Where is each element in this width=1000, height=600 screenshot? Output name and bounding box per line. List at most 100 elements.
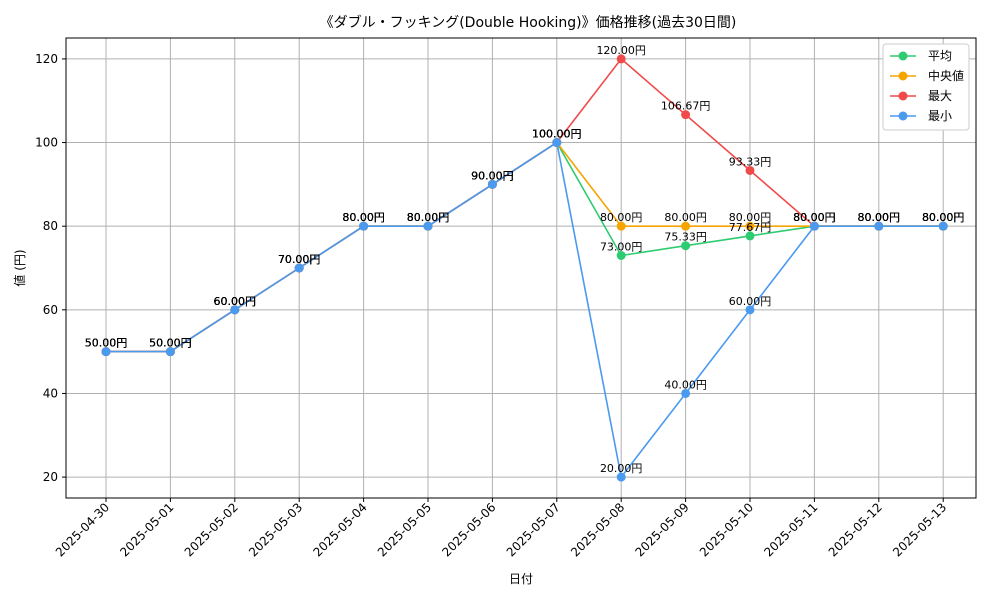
y-tick-label: 20	[43, 470, 58, 484]
data-point	[552, 138, 562, 148]
y-tick-label: 40	[43, 386, 58, 400]
data-label: 60.00円	[214, 295, 257, 308]
data-point	[681, 221, 691, 231]
data-label: 80.00円	[342, 211, 385, 224]
data-label: 80.00円	[342, 211, 385, 224]
data-label: 80.00円	[793, 211, 836, 224]
data-label: 120.00円	[596, 44, 646, 57]
series-line-3	[106, 141, 944, 479]
legend-box	[882, 43, 970, 131]
data-label: 40.00円	[664, 378, 707, 391]
data-label: 73.00円	[600, 240, 643, 253]
data-label: 90.00円	[471, 169, 514, 182]
data-label: 50.00円	[85, 337, 128, 350]
data-label: 80.00円	[407, 211, 450, 224]
data-label: 90.00円	[471, 169, 514, 182]
grid-lines	[66, 38, 976, 498]
data-label: 75.33円	[664, 231, 707, 244]
data-label: 80.00円	[407, 211, 450, 224]
data-label: 80.00円	[793, 211, 836, 224]
data-label: 100.00円	[532, 128, 582, 141]
data-point	[294, 263, 304, 273]
data-label: 70.00円	[278, 253, 321, 266]
legend-label: 平均	[928, 49, 952, 63]
data-label: 80.00円	[922, 211, 965, 224]
data-label: 80.00円	[858, 211, 901, 224]
data-label: 50.00円	[85, 337, 128, 350]
data-label: 90.00円	[471, 169, 514, 182]
data-label: 80.00円	[407, 211, 450, 224]
data-label: 80.00円	[729, 211, 772, 224]
x-axis-label: 日付	[509, 572, 533, 586]
legend-label: 中央値	[928, 68, 964, 83]
data-label: 80.00円	[342, 211, 385, 224]
data-point	[681, 110, 691, 120]
data-label: 80.00円	[664, 211, 707, 224]
data-point	[681, 241, 691, 251]
data-point	[616, 54, 626, 64]
data-label: 77.67円	[729, 221, 772, 234]
data-label: 60.00円	[729, 295, 772, 308]
data-label: 80.00円	[600, 211, 643, 224]
data-point	[230, 305, 240, 315]
data-label: 50.00円	[85, 337, 128, 350]
legend-label: 最小	[928, 109, 952, 123]
legend-label: 最大	[928, 89, 952, 103]
data-point	[938, 221, 948, 231]
data-label: 80.00円	[922, 211, 965, 224]
data-point	[616, 250, 626, 260]
data-label: 100.00円	[532, 128, 582, 141]
data-label: 106.67円	[661, 100, 711, 113]
data-point	[874, 221, 884, 231]
y-tick-label: 100	[35, 136, 58, 150]
data-label: 80.00円	[858, 211, 901, 224]
data-point	[616, 221, 626, 231]
data-point	[101, 347, 111, 357]
data-point	[616, 472, 626, 482]
data-label: 80.00円	[793, 211, 836, 224]
legend-marker	[898, 111, 908, 121]
data-labels: 50.00円 50.00円 60.00円 70.00円 80.00円 80.00円 90.0…	[85, 44, 965, 475]
y-axis-label: 値 (円)	[12, 249, 27, 286]
data-point	[745, 305, 755, 315]
data-label: 80.00円	[342, 211, 385, 224]
data-point	[165, 347, 175, 357]
data-point	[487, 179, 497, 189]
data-label: 80.00円	[922, 211, 965, 224]
data-point	[745, 221, 755, 231]
data-label: 50.00円	[149, 337, 192, 350]
data-label: 80.00円	[922, 211, 965, 224]
data-label: 100.00円	[532, 128, 582, 141]
data-label: 80.00円	[858, 211, 901, 224]
data-point	[809, 221, 819, 231]
data-label: 50.00円	[85, 337, 128, 350]
y-tick-label: 60	[43, 303, 58, 317]
data-label: 70.00円	[278, 253, 321, 266]
data-label: 60.00円	[214, 295, 257, 308]
series-lines	[101, 54, 948, 482]
data-label: 60.00円	[214, 295, 257, 308]
y-tick-label: 80	[43, 219, 58, 233]
data-label: 80.00円	[793, 211, 836, 224]
data-label: 80.00円	[407, 211, 450, 224]
data-label: 93.33円	[729, 155, 772, 168]
data-point	[423, 221, 433, 231]
data-label: 20.00円	[600, 462, 643, 475]
data-label: 50.00円	[149, 337, 192, 350]
data-label: 100.00円	[532, 128, 582, 141]
legend-marker	[898, 91, 908, 101]
data-label: 70.00円	[278, 253, 321, 266]
plot-frame	[65, 37, 977, 499]
data-label: 70.00円	[278, 253, 321, 266]
y-tick-label: 120	[35, 52, 58, 66]
data-label: 50.00円	[149, 337, 192, 350]
data-label: 60.00円	[214, 295, 257, 308]
data-point	[359, 221, 369, 231]
data-label: 50.00円	[149, 337, 192, 350]
data-point	[745, 165, 755, 175]
legend-marker	[898, 51, 908, 61]
legend-marker	[898, 71, 908, 81]
chart-title: 《ダブル・フッキング(Double Hooking)》価格推移(過去30日間)	[320, 14, 737, 31]
